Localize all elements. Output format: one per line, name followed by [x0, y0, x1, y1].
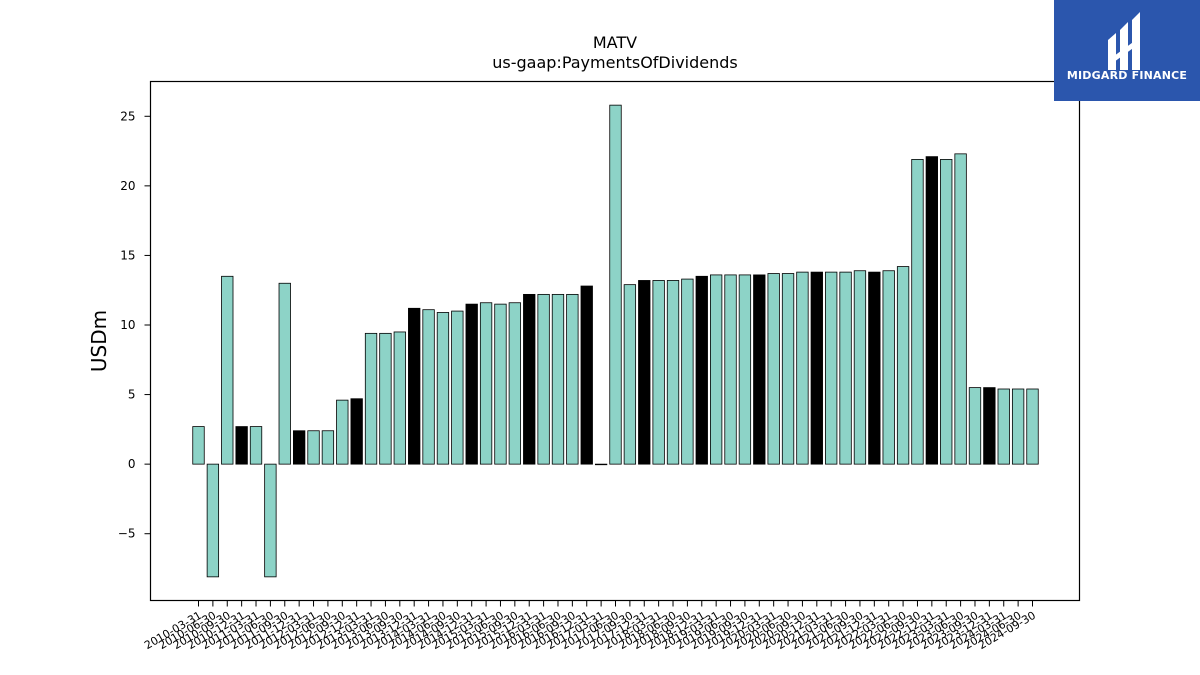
bar	[997, 388, 1010, 465]
bar	[336, 399, 349, 465]
y-tick-label: −5	[118, 527, 136, 541]
y-tick-label: 15	[120, 248, 135, 262]
logo-text: MIDGARD FINANCE	[1066, 69, 1188, 82]
bar	[451, 310, 464, 465]
bar	[609, 104, 622, 465]
bar	[278, 282, 291, 465]
bar	[422, 309, 435, 465]
bar	[1011, 388, 1025, 465]
x-axis-ticks: 2010-03-312010-06-302010-09-302010-12-31…	[142, 600, 1038, 652]
bar	[968, 387, 982, 465]
bar	[896, 266, 910, 465]
bar	[983, 387, 996, 465]
bar	[551, 293, 565, 465]
y-tick-label: 25	[120, 109, 135, 123]
bar	[868, 271, 881, 465]
bar	[594, 463, 608, 466]
bar	[580, 285, 593, 465]
bar	[825, 271, 838, 465]
bar	[264, 463, 277, 578]
bar	[652, 280, 665, 465]
bar	[508, 302, 521, 465]
bar	[249, 426, 263, 465]
bar	[882, 270, 895, 465]
bar	[724, 274, 737, 465]
bar	[753, 274, 766, 465]
bar	[436, 312, 450, 465]
bar	[681, 278, 694, 465]
bar	[393, 331, 406, 465]
bar	[221, 275, 234, 465]
bar	[350, 398, 363, 465]
bar	[695, 275, 708, 465]
y-tick-label: 10	[120, 318, 135, 332]
bar	[767, 273, 780, 465]
bar	[666, 280, 680, 465]
bar	[206, 463, 220, 578]
plot-frame	[149, 80, 1081, 602]
bar	[307, 430, 320, 465]
bar	[940, 159, 953, 465]
bar	[479, 302, 493, 465]
chart-title: MATV	[593, 33, 637, 52]
bar	[781, 273, 795, 465]
bar	[235, 426, 248, 465]
bar	[853, 270, 867, 465]
y-tick-label: 20	[120, 179, 135, 193]
bar	[911, 159, 924, 465]
bar	[408, 307, 421, 465]
bar	[738, 274, 752, 465]
bar	[321, 430, 335, 465]
bar	[1026, 388, 1039, 465]
bar	[192, 426, 205, 465]
y-tick-label: 5	[128, 388, 136, 402]
y-axis-ticks: −5 0 5 10 15 20 25	[118, 109, 151, 541]
bar	[379, 332, 392, 465]
bar	[523, 293, 536, 465]
bar	[710, 274, 723, 465]
y-axis-label: USDm	[87, 310, 111, 372]
bar	[810, 271, 823, 465]
chart-subtitle: us-gaap:PaymentsOfDividends	[492, 53, 737, 72]
bar	[537, 293, 550, 465]
bar	[623, 284, 637, 465]
bar	[954, 153, 967, 465]
bar	[465, 303, 478, 465]
bars-group	[192, 104, 1039, 578]
midgard-finance-logo: MIDGARD FINANCE	[1054, 0, 1200, 101]
bar	[494, 303, 507, 465]
y-tick-label: 0	[128, 457, 136, 471]
bar	[839, 271, 852, 465]
bar	[638, 280, 651, 465]
logo-mark-icon	[1054, 0, 1200, 101]
bar	[925, 156, 938, 465]
bar	[566, 293, 579, 465]
bar	[796, 271, 809, 465]
bar	[364, 332, 378, 465]
bar	[292, 430, 306, 465]
